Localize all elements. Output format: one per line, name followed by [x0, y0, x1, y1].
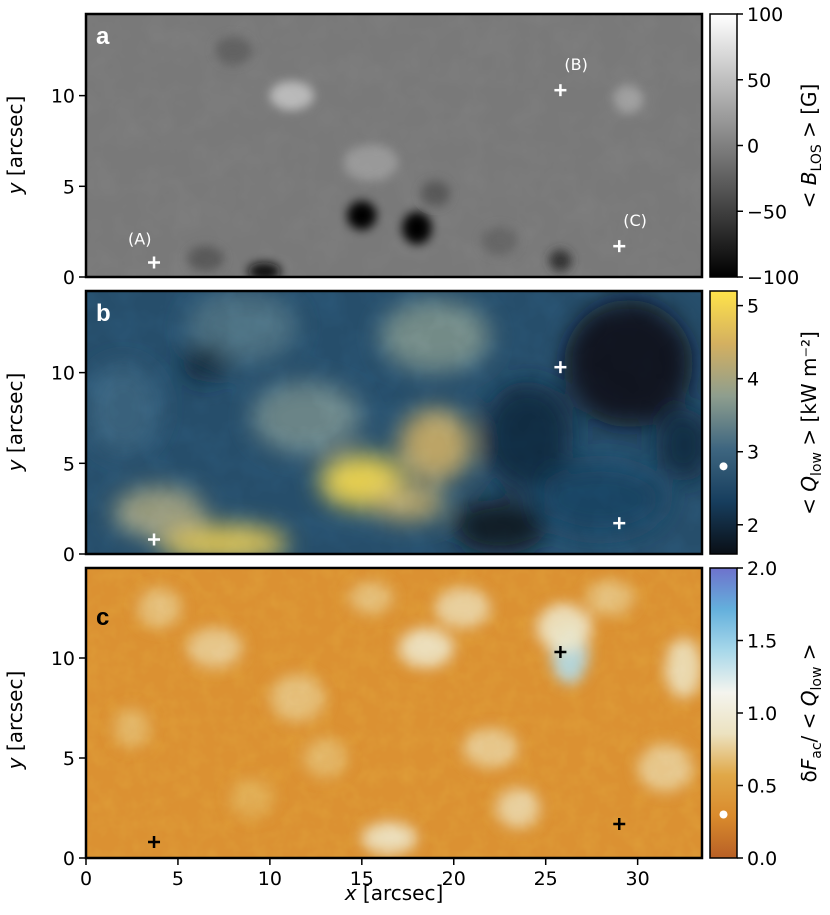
panel-a-yticks: 0 5 10: [51, 86, 86, 289]
panel-a-colorbar-label: < BLOS > [G]: [797, 84, 825, 209]
y-tick-label: 10: [51, 86, 75, 108]
panel-a-image: [86, 14, 702, 277]
x-tick-label: 25: [534, 868, 558, 890]
panel-a-markers: (A) (B) (C): [128, 55, 647, 269]
location-marker: [148, 533, 161, 546]
panel-a-texture: [86, 14, 702, 277]
panel-c-markers: [148, 646, 626, 848]
colorbar-tick-label: 0: [747, 136, 759, 158]
y-tick-label: 0: [63, 267, 75, 289]
x-tick-label: 5: [172, 868, 184, 890]
colorbar-tick-label: 5: [747, 296, 759, 318]
location-marker-label: (C): [623, 211, 647, 230]
location-marker-label: (A): [128, 229, 151, 248]
colorbar-tick-label: 1.5: [747, 631, 777, 653]
x-tick-label: 10: [258, 868, 282, 890]
x-tick-label: 15: [350, 868, 374, 890]
panel-b-markers: [148, 361, 626, 546]
colorbar-gradient: [709, 13, 738, 278]
colorbar-dot: [719, 462, 728, 471]
colorbar-tick-label: 100: [747, 4, 783, 26]
panel-c-texture: [86, 568, 702, 858]
panel-c-xticks: 0 5 10 15 20 25 30: [80, 858, 650, 890]
panel-b-frame: [84, 289, 704, 556]
colorbar-gradient: [709, 290, 738, 555]
panel-b-yticks: 0 5 10: [51, 363, 86, 566]
y-tick-label: 5: [63, 176, 75, 198]
location-marker: [148, 836, 161, 848]
location-marker-label: (B): [564, 55, 587, 74]
panel-c-xlabel: x [arcsec]: [344, 881, 444, 905]
panel-c-image: [86, 568, 702, 858]
colorbar-tick-label: 50: [747, 70, 771, 92]
panel-c-colorbar-label: δFac/ < Qlow >: [797, 643, 825, 782]
y-tick-label: 10: [51, 363, 75, 385]
x-tick-label: 20: [442, 868, 466, 890]
colorbar-tick-label: 0.5: [747, 776, 777, 798]
y-tick-label: 0: [63, 544, 75, 566]
location-marker: [613, 240, 626, 253]
panel-a: (A) (B) (C) a 0 5 10 y [arcsec] 100 50 0 −50 −10…: [3, 4, 825, 289]
panel-b-letter: b: [96, 300, 111, 327]
panel-c-letter: c: [96, 604, 109, 631]
location-marker: [554, 84, 567, 97]
y-tick-label: 5: [63, 453, 75, 475]
location-marker: [148, 256, 161, 269]
colorbar-tick-label: −100: [747, 267, 799, 289]
panel-b-colorbar-label: < Qlow > [kW m⁻²]: [797, 331, 825, 515]
colorbar-tick-label: 2: [747, 515, 759, 537]
panel-a-colorbar: 100 50 0 −50 −100: [709, 4, 799, 289]
panel-b: b 0 5 10 y [arcsec] 5 4 3 2 < Qlow > [kW m⁻²]: [3, 289, 825, 566]
colorbar-tick-label: 1.0: [747, 703, 777, 725]
panel-a-ylabel: y [arcsec]: [3, 96, 27, 196]
panel-c-ylabel: y [arcsec]: [3, 671, 27, 771]
x-tick-label: 0: [80, 868, 92, 890]
panel-c-frame: [84, 566, 704, 860]
colorbar-tick-label: 4: [747, 369, 759, 391]
x-tick-label: 30: [626, 868, 650, 890]
panel-c: c 0 5 10 0 5 10 15 20 25 30 y [arcsec] x [arcsec…: [3, 558, 825, 905]
panel-b-ylabel: y [arcsec]: [3, 373, 27, 473]
location-marker: [554, 361, 567, 374]
panel-b-image: [86, 291, 702, 554]
colorbar-tick-label: 2.0: [747, 558, 777, 580]
location-marker: [613, 517, 626, 530]
colorbar-tick-label: 3: [747, 442, 759, 464]
colorbar-tick-label: −50: [747, 201, 787, 223]
y-tick-label: 5: [63, 748, 75, 770]
location-marker: [554, 646, 567, 658]
panel-a-letter: a: [96, 23, 110, 50]
panel-b-colorbar: 5 4 3 2: [709, 290, 759, 555]
colorbar-dot: [719, 810, 728, 819]
y-tick-label: 10: [51, 648, 75, 670]
panel-c-yticks: 0 5 10: [51, 648, 86, 870]
colorbar-tick-label: 0.0: [747, 848, 777, 870]
y-tick-label: 0: [63, 848, 75, 870]
panel-a-frame: [84, 12, 704, 279]
panel-b-texture: [86, 291, 702, 554]
panel-c-colorbar: 2.0 1.5 1.0 0.5 0.0: [709, 558, 777, 870]
location-marker: [613, 818, 626, 830]
